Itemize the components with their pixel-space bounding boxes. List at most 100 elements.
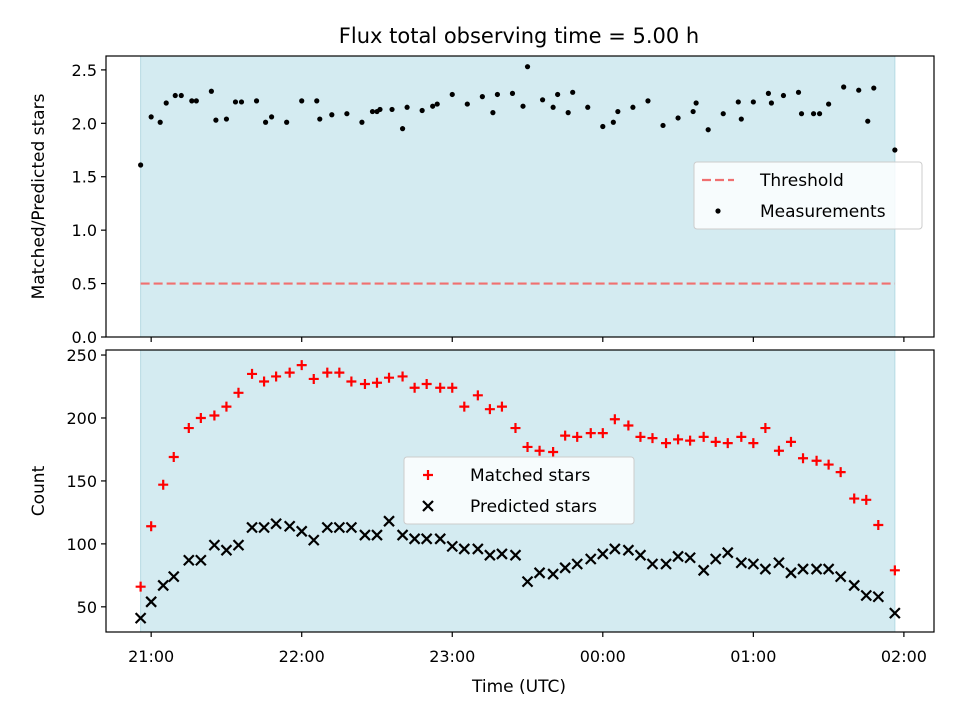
legend-dot-swatch [715, 208, 721, 214]
matched-stars-point [322, 367, 333, 378]
predicted-stars-point [571, 558, 583, 570]
matched-stars-point [484, 404, 495, 415]
predicted-stars-point [383, 515, 395, 527]
matched-stars-point [409, 382, 420, 393]
y-tick-label: 200 [66, 409, 97, 428]
matched-stars-point [247, 368, 258, 379]
predicted-stars-point [484, 549, 496, 561]
measurements-point [189, 98, 195, 104]
matched-stars-point [635, 431, 646, 442]
predicted-stars-point [446, 540, 459, 553]
measurements-point [795, 89, 802, 95]
matched-stars-point [861, 494, 872, 505]
measurements-point [172, 92, 178, 99]
matched-stars-point [889, 565, 900, 576]
measurements-point [765, 90, 772, 96]
measurements-point [232, 99, 239, 105]
x-tick-label: 23:00 [429, 647, 475, 666]
x-tick-label: 21:00 [128, 647, 174, 666]
predicted-stars-point [747, 558, 760, 570]
predicted-stars-point [496, 548, 508, 560]
matched-stars-point [168, 452, 179, 463]
measurements-point [738, 116, 744, 122]
legend-x-swatch [422, 500, 434, 512]
matched-stars-point [459, 401, 470, 412]
measurements-point [163, 100, 169, 106]
predicted-stars-point [333, 521, 346, 534]
measurements-point [208, 88, 214, 94]
measurements-point [585, 104, 591, 110]
measurements-point [344, 111, 350, 117]
predicted-stars-point [872, 590, 885, 603]
y-tick-label: 0.5 [72, 275, 97, 294]
measurements-point [892, 147, 898, 153]
y-tick-label: 100 [66, 535, 97, 554]
matched-stars-point [334, 367, 345, 378]
predicted-stars-point [509, 549, 522, 561]
measurements-point [550, 104, 556, 110]
matched-stars-point [736, 431, 747, 442]
measurements-point [615, 108, 621, 115]
measurements-point [826, 101, 832, 107]
measurements-point [675, 115, 681, 121]
matched-stars-point [308, 373, 319, 384]
matched-stars-point [397, 371, 408, 382]
measurements-point [865, 118, 871, 124]
y-tick-label: 50 [77, 598, 97, 617]
measurements-point [768, 100, 775, 106]
measurements-point [610, 119, 616, 125]
predicted-stars-point [232, 539, 245, 551]
measurements-point [193, 98, 199, 104]
matched-stars-point [661, 438, 672, 449]
predicted-stars-point [208, 539, 221, 551]
measurements-point [630, 104, 636, 110]
legend-box [693, 161, 923, 230]
measurements-point [419, 107, 425, 114]
matched-stars-point [811, 455, 822, 466]
measurements-point [314, 98, 320, 104]
measurements-point [157, 119, 163, 125]
matched-stars-point [685, 435, 696, 446]
predicted-stars-point [157, 579, 169, 592]
legend-label: Predicted stars [470, 497, 597, 517]
x-tick-label: 00:00 [580, 647, 626, 666]
matched-stars-point [135, 581, 146, 592]
legend-label: Threshold [759, 171, 844, 191]
measurements-point [705, 127, 711, 133]
measurements-point [253, 98, 260, 104]
measurements-point [178, 92, 184, 99]
matched-stars-point [346, 376, 357, 387]
measurements-point [780, 92, 787, 99]
y-axis-label: Matched/Predicted stars [29, 93, 49, 299]
measurements-point [520, 103, 526, 109]
y-tick-label: 1.0 [72, 221, 97, 240]
axes-frame [105, 349, 935, 633]
measurements-point [238, 99, 245, 105]
predicted-stars-point [195, 554, 207, 567]
predicted-stars-point [672, 550, 684, 563]
predicted-stars-point [759, 563, 772, 575]
predicted-stars-point [810, 563, 823, 575]
matched-stars-point [421, 378, 432, 389]
predicted-stars-point [584, 553, 597, 565]
predicted-stars-point [295, 525, 308, 538]
measurements-point [377, 106, 383, 113]
matched-stars-point [798, 453, 809, 464]
predicted-stars-point [345, 521, 358, 534]
matched-stars-point [284, 367, 295, 378]
x-tick-label: 02:00 [881, 647, 927, 666]
measurements-point [317, 116, 323, 122]
matched-stars-point [221, 401, 232, 412]
matched-stars-point [597, 428, 608, 439]
matched-stars-point [534, 445, 545, 456]
predicted-stars-point [785, 567, 797, 579]
predicted-stars-point [145, 596, 157, 608]
measurements-point [690, 108, 696, 115]
measurements-point [645, 98, 651, 104]
matched-stars-point [447, 382, 458, 393]
x-tick-label: 22:00 [279, 647, 325, 666]
legend-box [403, 456, 635, 525]
predicted-stars-point [472, 543, 484, 555]
matched-stars-point [183, 423, 194, 434]
